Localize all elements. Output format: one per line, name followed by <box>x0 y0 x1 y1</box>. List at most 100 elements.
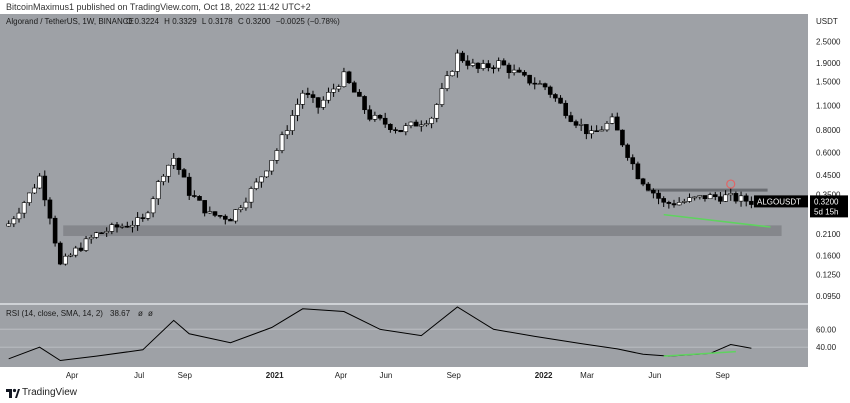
footer: TradingView <box>0 383 850 403</box>
price-tick-label: 1.5000 <box>816 77 841 86</box>
price-trend-line <box>663 213 771 228</box>
candle-up <box>238 207 244 210</box>
candle-down <box>377 115 383 119</box>
candle-down <box>666 201 672 204</box>
candle-down <box>362 96 367 111</box>
candle-up <box>707 194 713 200</box>
ohlc-open-label: O <box>126 17 132 26</box>
candle-down <box>661 198 666 203</box>
candle-countdown: 5d 15h <box>814 207 838 216</box>
candle-down <box>228 219 233 222</box>
candle-up <box>295 104 300 116</box>
candle-down <box>460 52 465 62</box>
candle-up <box>687 197 692 202</box>
candle-down <box>568 115 574 122</box>
ohlc-close: 0.3200 <box>246 17 271 26</box>
candle-down <box>584 124 589 135</box>
candle-down <box>506 64 512 73</box>
candle-up <box>83 238 89 251</box>
candle-down <box>630 157 636 165</box>
candle-up <box>269 160 275 172</box>
time-tick-label: Sep <box>178 371 193 380</box>
candle-up <box>336 86 342 90</box>
candle-up <box>104 231 109 234</box>
candle-down <box>176 157 182 170</box>
time-tick-label: 2022 <box>535 371 553 380</box>
candle-down <box>656 192 661 199</box>
candle-up <box>697 195 703 198</box>
candle-up <box>408 121 414 127</box>
currency-label: USDT <box>816 17 838 26</box>
candle-up <box>259 176 264 183</box>
candle-down <box>651 189 656 194</box>
candle-down <box>357 91 362 97</box>
candle-down <box>486 63 491 68</box>
candle-up <box>326 92 331 101</box>
candle-down <box>197 196 202 201</box>
time-tick-label: Mar <box>580 371 594 380</box>
candle-down <box>475 62 481 69</box>
candle-up <box>480 63 486 69</box>
time-tick-label: Sep <box>447 371 462 380</box>
candle-down <box>640 178 646 185</box>
candle-down <box>522 71 527 76</box>
candle-down <box>620 129 625 146</box>
footer-brand: TradingView <box>22 387 78 398</box>
candle-down <box>202 200 207 214</box>
rsi-tick-label: 40.00 <box>816 343 837 352</box>
candle-up <box>68 254 73 257</box>
candle-down <box>645 183 651 191</box>
candle-up <box>135 217 140 226</box>
symbol-price-tag <box>754 195 808 208</box>
candle-up <box>728 193 734 196</box>
time-tick-label: Jun <box>648 371 661 380</box>
chart-area[interactable]: 2.5000 1.9000 1.5000 1.1000 0.8000 0.6000 0.45… <box>0 14 850 383</box>
ohlc-low: 0.3178 <box>208 17 233 26</box>
ohlc-readout: O 0.3224 H 0.3329 L 0.3178 C 0.3200 −0.0… <box>126 17 340 26</box>
candle-up <box>403 125 409 133</box>
candle-up <box>723 194 728 202</box>
candle-up <box>150 198 156 214</box>
candle-down <box>635 163 641 180</box>
candle-down <box>310 94 316 98</box>
candle-down <box>217 215 223 217</box>
time-tick-label: 2021 <box>266 371 284 380</box>
price-tick-label: 0.4500 <box>816 171 841 180</box>
candle-up <box>604 123 610 131</box>
candle-down <box>57 242 63 265</box>
candle-up <box>682 201 687 203</box>
candle-down <box>702 195 708 200</box>
candle-up <box>130 225 135 228</box>
candle-up <box>32 187 37 194</box>
candle-up <box>253 181 259 189</box>
candle-down <box>223 215 228 220</box>
publish-info-bar: BitcoinMaximus1 published on TradingView… <box>0 0 850 14</box>
candle-up <box>63 255 68 265</box>
candle-up <box>27 192 32 203</box>
price-tick-label: 1.1000 <box>816 101 841 110</box>
price-pane-bg <box>0 14 808 303</box>
rejection-highlight <box>726 179 736 189</box>
candle-down <box>351 82 357 93</box>
candle-down <box>47 199 53 219</box>
candle-up <box>243 201 249 209</box>
rsi-band-fill <box>0 329 808 348</box>
axis-layer: 2.5000 1.9000 1.5000 1.1000 0.8000 0.6000 0.45… <box>66 38 848 380</box>
candle-up <box>109 224 115 232</box>
candle-down <box>125 225 130 228</box>
candle-up <box>21 202 27 214</box>
symbol-title: Algorand / TetherUS, 1W, BINANCE <box>6 17 134 26</box>
candle-up <box>145 212 151 219</box>
last-price-value: 0.3200 <box>814 197 839 206</box>
candle-up <box>37 175 42 189</box>
candle-up <box>171 157 177 166</box>
resistance-level <box>646 188 768 192</box>
candle-up <box>455 52 460 72</box>
candle-up <box>589 130 594 135</box>
candle-down <box>501 60 507 66</box>
candle-down <box>305 92 311 95</box>
rsi-tick-label: 60.00 <box>816 325 837 334</box>
candle-up <box>155 181 161 200</box>
candle-up <box>418 124 424 127</box>
ohlc-close-label: C <box>238 17 244 26</box>
